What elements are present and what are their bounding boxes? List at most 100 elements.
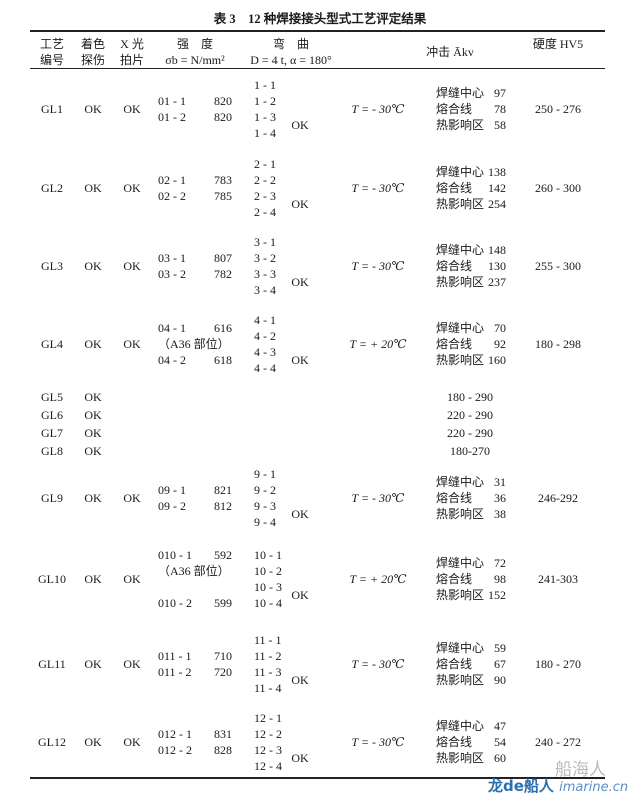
strength-spec: 012 - 2 [158, 743, 192, 757]
header-hardness: 硬度 HV5 [532, 37, 584, 51]
strength-spec: 09 - 1 [158, 483, 186, 497]
dye-penetrant-result: OK [84, 657, 102, 671]
strength-spec: 02 - 2 [158, 189, 186, 203]
process-id: GL6 [41, 408, 63, 422]
xray-result: OK [123, 735, 141, 749]
impact-value: 254 [488, 197, 506, 211]
bend-result: OK [291, 673, 309, 687]
strength-value: 820 [214, 110, 232, 124]
impact-value: 160 [488, 353, 506, 367]
impact-location: 焊缝中心 [436, 243, 485, 257]
table-row: GL9 OK OK 09 - 1 821 09 - 2 812 9 - 1 9 - 2 9 - 3… [0, 460, 640, 536]
header-bend: 弯 曲 D = 4 t, α = 180° [236, 36, 346, 68]
bottom-rule [30, 777, 605, 779]
bend-result: OK [291, 197, 309, 211]
impact-line: 熔合线 78 [436, 101, 506, 117]
strength-line: 09 - 1 821 [158, 482, 232, 498]
bend-specimen: 4 - 1 [254, 313, 276, 327]
impact-value: 60 [494, 751, 506, 765]
header-impact: 冲击 Ākv [426, 45, 474, 59]
hardness-value: 220 - 290 [447, 426, 493, 440]
bend-specimens: 1 - 1 1 - 2 1 - 3 1 - 4 [238, 70, 306, 148]
impact-value: 152 [488, 588, 506, 602]
impact-value: 97 [494, 86, 506, 100]
strength-line: 02 - 1 783 [158, 172, 232, 188]
strength-line: 012 - 1 831 [158, 726, 232, 742]
impact-location: 热影响区 [436, 507, 485, 521]
bend-result: OK [291, 118, 309, 132]
impact-line: 熔合线 54 [436, 734, 506, 750]
watermark-wechat: 船海人 [555, 760, 606, 780]
strength-value: 785 [214, 189, 232, 203]
dye-penetrant-result: OK [84, 444, 102, 458]
strength-cell: 01 - 1 820 01 - 2 820 [152, 70, 244, 148]
impact-line: 熔合线 36 [436, 490, 506, 506]
header-id-line2: 编号 [39, 53, 64, 67]
bend-specimen: 1 - 1 [254, 78, 276, 92]
header-id: 工艺 编号 [30, 36, 74, 68]
process-id: GL10 [38, 572, 66, 586]
header-id-line1: 工艺 [39, 37, 64, 51]
impact-location: 熔合线 [436, 181, 473, 195]
impact-location: 热影响区 [436, 673, 485, 687]
strength-line: 02 - 2 785 [158, 188, 232, 204]
table-row: GL2 OK OK 02 - 1 783 02 - 2 785 2 - 1 2 - 2 2 - 3… [0, 148, 640, 228]
strength-value: 618 [214, 353, 232, 367]
impact-line: 焊缝中心 72 [436, 555, 506, 571]
impact-location: 热影响区 [436, 275, 485, 289]
bend-specimen: 11 - 1 [254, 633, 282, 647]
bend-specimen: 10 - 2 [254, 564, 282, 578]
impact-cell: 焊缝中心 70 熔合线 92 热影响区 160 [436, 304, 518, 384]
impact-value: 38 [494, 507, 506, 521]
impact-value: 70 [494, 321, 506, 335]
hardness-value: 180-270 [450, 444, 490, 458]
impact-line: 熔合线 92 [436, 336, 506, 352]
strength-spec: 02 - 1 [158, 173, 186, 187]
strength-spec: 012 - 1 [158, 727, 192, 741]
strength-spec: 03 - 2 [158, 267, 186, 281]
hardness-value: 246-292 [538, 491, 578, 505]
hardness-value: 220 - 290 [447, 408, 493, 422]
bend-specimen: 11 - 4 [254, 681, 282, 695]
bend-specimen: 9 - 2 [254, 483, 276, 497]
header-xray: X 光拍片 [112, 36, 152, 68]
bend-specimens: 2 - 1 2 - 2 2 - 3 2 - 4 [238, 148, 306, 228]
process-id: GL11 [38, 657, 66, 671]
impact-location: 熔合线 [436, 491, 473, 505]
bend-specimen: 12 - 3 [254, 743, 282, 757]
impact-temperature: T = + 20℃ [349, 572, 407, 586]
bend-specimen: 12 - 1 [254, 711, 282, 725]
impact-location: 熔合线 [436, 337, 473, 351]
dye-penetrant-result: OK [84, 390, 102, 404]
strength-spec: 01 - 1 [158, 94, 186, 108]
strength-line: 03 - 2 782 [158, 266, 232, 282]
impact-value: 138 [488, 165, 506, 179]
strength-line: 04 - 1 616 [158, 320, 232, 336]
table-row: GL11 OK OK 011 - 1 710 011 - 2 720 11 - 1 11 - 2… [0, 622, 640, 706]
bend-specimen: 12 - 2 [254, 727, 282, 741]
strength-value: 821 [214, 483, 232, 497]
impact-location: 热影响区 [436, 751, 485, 765]
strength-line: 011 - 2 720 [158, 664, 232, 680]
dye-penetrant-result: OK [84, 102, 102, 116]
strength-spec: 03 - 1 [158, 251, 186, 265]
impact-line: 热影响区 152 [436, 587, 506, 603]
impact-location: 焊缝中心 [436, 719, 485, 733]
impact-location: 焊缝中心 [436, 321, 485, 335]
bend-specimen: 11 - 3 [254, 665, 282, 679]
strength-line: 010 - 2 599 [158, 595, 232, 611]
impact-value: 72 [494, 556, 506, 570]
impact-line: 熔合线 67 [436, 656, 506, 672]
bend-result: OK [291, 588, 309, 602]
table-row: GL12 OK OK 012 - 1 831 012 - 2 828 12 - 1 12 - 2… [0, 706, 640, 778]
table-row: GL10 OK OK 010 - 1 592 （A36 部位） 010 - 2 599 10 -… [0, 536, 640, 622]
strength-note: （A36 部位） [158, 564, 230, 578]
impact-line: 焊缝中心 47 [436, 718, 506, 734]
strength-cell: 09 - 1 821 09 - 2 812 [152, 460, 244, 536]
impact-line: 热影响区 160 [436, 352, 506, 368]
header-strength-line1: 强 度 [176, 37, 213, 51]
strength-value: 599 [214, 596, 232, 610]
impact-location: 熔合线 [436, 735, 473, 749]
table-row: GL3 OK OK 03 - 1 807 03 - 2 782 3 - 1 3 - 2 3 - 3… [0, 228, 640, 304]
